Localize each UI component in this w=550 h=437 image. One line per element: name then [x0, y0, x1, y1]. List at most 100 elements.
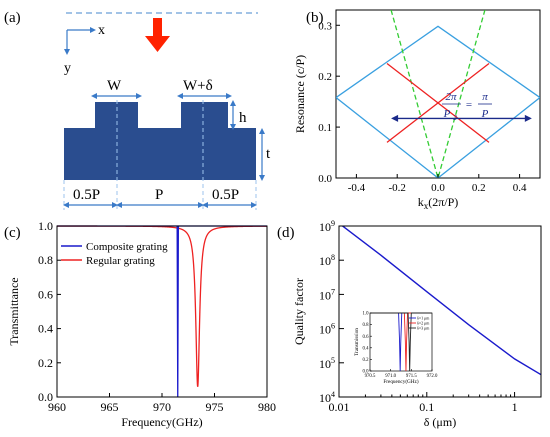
inset-series-group — [370, 312, 432, 371]
axis-y-label: y — [64, 61, 71, 76]
y-tick-label-c: 0.6 — [38, 287, 53, 301]
inset-y-tick-label: 0.6 — [363, 335, 370, 340]
y-axis-label-d: Quality factor — [292, 278, 306, 345]
y-axis-label-b: Resonance (c/P) — [293, 55, 307, 133]
x-tick-label-b: 0.4 — [513, 182, 527, 194]
x-tick-label-b: -0.2 — [388, 182, 405, 194]
inset-y-axis-label: Transmission — [354, 328, 360, 356]
label-half-left: 0.5P — [73, 187, 100, 203]
y-tick-label-b: 0.1 — [318, 122, 332, 134]
inset-legend-label: δ=3 μm — [417, 326, 430, 331]
label-w-delta: W+δ — [183, 78, 213, 94]
label-t: t — [266, 146, 271, 162]
inset-y-tick-label: 0.4 — [363, 346, 370, 351]
series-line-b-2 — [390, 10, 486, 178]
series-group-d — [341, 226, 541, 376]
inset-legend-label: δ=2 μm — [417, 321, 430, 326]
panel-c-tag: (c) — [4, 225, 21, 241]
y-tick-base-d: 10 — [319, 220, 331, 234]
inset-x-axis-label: Frequency(GHz) — [383, 378, 418, 385]
y-tick-label-c: 0.0 — [38, 390, 53, 404]
y-axis-label-c: Transmittance — [7, 277, 21, 345]
inset-x-tick-label: 971.5 — [406, 374, 417, 379]
y-tick-exp-d: 9 — [331, 219, 335, 228]
x-axis-label-c: Frequency(GHz) — [121, 415, 202, 429]
x-tick-label-b: 0.0 — [431, 182, 445, 194]
panel-a-tag: (a) — [4, 10, 21, 26]
legend-label-c: Regular grating — [86, 255, 155, 267]
grating-profile — [64, 102, 256, 180]
x-tick-label-d: 0.1 — [419, 400, 434, 414]
y-tick-label-d: 109 — [319, 219, 335, 234]
panel-b: (b) -0.4 -0.2 0.0 0.2 0.4 0.0 0.1 0.2 0.3 kx(2π/P… — [293, 9, 541, 211]
y-tick-label-c: 0.4 — [38, 322, 53, 336]
x-tick-label-c: 960 — [48, 400, 66, 414]
y-tick-exp-d: 6 — [331, 322, 335, 331]
series-line-b-4 — [386, 62, 490, 143]
panel-d-tag: (d) — [277, 225, 295, 241]
x-tick-label-b: -0.4 — [348, 182, 366, 194]
label-half-right: 0.5P — [212, 187, 239, 203]
panel-a: (a) x y W — [4, 10, 271, 210]
y-tick-label-b: 0.0 — [318, 173, 332, 185]
x-tick-label-c: 975 — [206, 400, 224, 414]
inset-x-tick-label: 971.0 — [385, 374, 396, 379]
inset-y-tick-label: 0.0 — [363, 370, 370, 375]
plot-frame-d — [338, 225, 542, 398]
eq-rhs-den: P — [481, 108, 489, 120]
eq-lhs-den: P — [443, 108, 451, 120]
label-p: P — [155, 187, 163, 203]
dim-w-delta — [177, 93, 232, 99]
y-tick-label-d: 104 — [319, 390, 335, 405]
dim-w — [91, 93, 142, 99]
x-axis-label-b-sub: x — [424, 201, 429, 211]
y-tick-label-d: 108 — [319, 253, 335, 268]
eq-rhs-num: π — [482, 91, 488, 103]
chart-c-plot: 960 965 970 975 980 0.0 0.2 0.4 0.6 0.8 1.0 Frequen… — [7, 219, 276, 429]
x-axis-label-d: δ (μm) — [424, 415, 456, 429]
wavevector-equation: 2π P 2 = π P — [442, 91, 492, 122]
x-tick-label-c: 965 — [101, 400, 119, 414]
y-tick-exp-d: 5 — [331, 356, 335, 365]
inset-y-tick-label: 0.2 — [363, 358, 370, 363]
y-tick-exp-d: 8 — [331, 253, 335, 262]
annotation-arrow-head-right — [524, 114, 532, 122]
panel-c: (c) 960 965 970 975 980 0.0 0.2 0.4 0.6 0.8 1.0 Fre… — [4, 219, 276, 429]
incident-arrow-icon — [145, 18, 170, 52]
y-tick-exp-d: 4 — [331, 390, 335, 399]
inset-series-line-2 — [370, 312, 432, 371]
axes-icon — [64, 27, 96, 55]
series-line-b-1 — [336, 25, 540, 99]
x-tick-label-c: 970 — [153, 400, 171, 414]
y-tick-label-b: 0.3 — [318, 20, 332, 32]
annotation-arrow-head-left — [391, 114, 399, 122]
eq-lhs-sub: 2 — [453, 114, 457, 122]
x-tick-label-d: 1 — [512, 400, 518, 414]
y-tick-label-c: 0.2 — [38, 356, 53, 370]
legend-label-c: Composite grating — [86, 241, 168, 253]
axis-x-label: x — [98, 23, 105, 38]
y-tick-base-d: 10 — [319, 288, 331, 302]
chart-b-plot: -0.4 -0.2 0.0 0.2 0.4 0.0 0.1 0.2 0.3 kx(2π/P) Res… — [293, 9, 541, 211]
x-tick-label-d: 0.01 — [329, 400, 350, 414]
x-axis-label-b-rest: (2π/P) — [428, 195, 458, 209]
inset-x-tick-label: 972.0 — [427, 374, 438, 379]
eq-equals: = — [466, 99, 472, 111]
legend-c: Composite grating Regular grating — [61, 241, 168, 267]
x-tick-label-c: 980 — [258, 400, 276, 414]
series-line-b-0 — [336, 97, 540, 178]
dim-bottom — [63, 202, 257, 208]
x-axis-label-b: kx(2π/P) — [418, 195, 459, 211]
y-tick-label-c: 1.0 — [38, 219, 53, 233]
series-line-d-0 — [341, 226, 541, 376]
y-tick-label-b: 0.2 — [318, 71, 332, 83]
y-tick-label-d: 107 — [319, 287, 335, 302]
panel-b-tag: (b) — [306, 10, 324, 26]
y-tick-base-d: 10 — [319, 323, 331, 337]
inset-y-tick-label: 0.8 — [363, 323, 370, 328]
series-group-b — [336, 10, 540, 178]
